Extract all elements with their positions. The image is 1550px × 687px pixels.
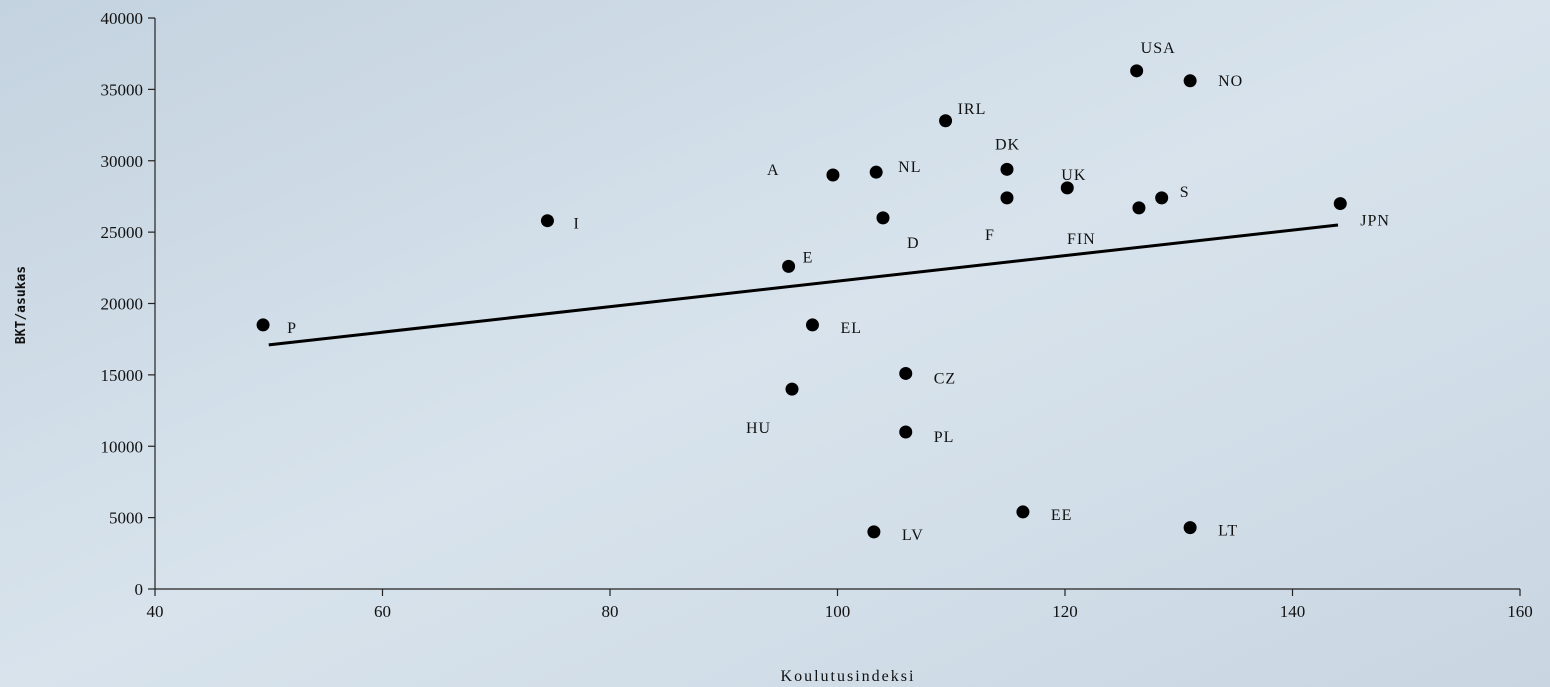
data-point-label: UK (1061, 167, 1086, 184)
data-point (805, 318, 819, 332)
data-point-label: I (573, 216, 579, 233)
data-point-label: S (1180, 184, 1190, 201)
data-point (785, 382, 799, 396)
data-point (876, 211, 890, 225)
data-point-label: NL (898, 159, 921, 176)
trendline-layer (268, 223, 1339, 347)
data-point-label: LT (1218, 523, 1238, 540)
x-tick-label: 160 (1507, 602, 1533, 621)
data-point-label: JPN (1360, 213, 1390, 230)
data-point (256, 318, 270, 332)
data-point-label: F (985, 227, 995, 244)
data-point (1060, 181, 1074, 195)
x-tick-label: 100 (825, 602, 851, 621)
axes: 0 5000 10000 15000 20000 25000 30000 35000 40000… (101, 9, 1533, 621)
data-point (1132, 201, 1146, 215)
data-point-label: CZ (934, 370, 956, 387)
data-point (1130, 64, 1144, 78)
data-point-label: LV (902, 527, 924, 544)
data-point (1155, 191, 1169, 205)
x-tick-label: 140 (1280, 602, 1306, 621)
data-point-label: NO (1218, 73, 1243, 90)
data-point (1333, 197, 1347, 211)
data-point-label: PL (934, 429, 955, 446)
data-point (867, 525, 881, 539)
data-point (899, 425, 913, 439)
data-point-label: USA (1141, 40, 1176, 57)
y-tick-label: 40000 (101, 9, 144, 28)
data-point (782, 259, 796, 273)
data-point (1183, 521, 1197, 535)
data-point-label: EE (1051, 507, 1073, 524)
x-tick-label: 120 (1052, 602, 1078, 621)
data-point (1000, 162, 1014, 176)
data-point (869, 165, 883, 179)
data-point-label: EL (840, 320, 862, 337)
data-point (1183, 74, 1197, 88)
points-layer: P I E EL HU A NL D CZ PL LV IRL DK F UK FIN S USA NO EE LT JP… (256, 40, 1390, 544)
x-tick-label: 80 (602, 602, 619, 621)
data-point-label: DK (995, 136, 1020, 153)
trendline (268, 223, 1339, 347)
y-tick-label: 5000 (109, 509, 143, 528)
y-tick-label: 25000 (101, 223, 144, 242)
y-tick-label: 20000 (101, 295, 144, 314)
data-point-label: P (287, 320, 297, 337)
y-axis-title: BKT/asukas (14, 266, 29, 344)
y-tick-label: 35000 (101, 80, 144, 99)
data-point (540, 214, 554, 228)
x-tick-label: 40 (147, 602, 164, 621)
y-tick-label: 15000 (101, 366, 144, 385)
data-point (1016, 505, 1030, 519)
x-tick-label: 60 (374, 602, 391, 621)
data-point (899, 366, 913, 380)
data-point-label: IRL (958, 101, 987, 118)
y-tick-label: 30000 (101, 152, 144, 171)
y-tick-label: 0 (135, 580, 144, 599)
y-tick-label: 10000 (101, 437, 144, 456)
data-point (826, 168, 840, 182)
data-point-label: D (907, 235, 920, 252)
x-axis-title: Koulutusindeksi (781, 668, 916, 685)
data-point (939, 114, 953, 128)
data-point (1000, 191, 1014, 205)
data-point-label: E (803, 249, 814, 266)
data-point-label: HU (746, 420, 771, 437)
data-point-label: A (767, 162, 780, 179)
data-point-label: FIN (1067, 231, 1096, 248)
